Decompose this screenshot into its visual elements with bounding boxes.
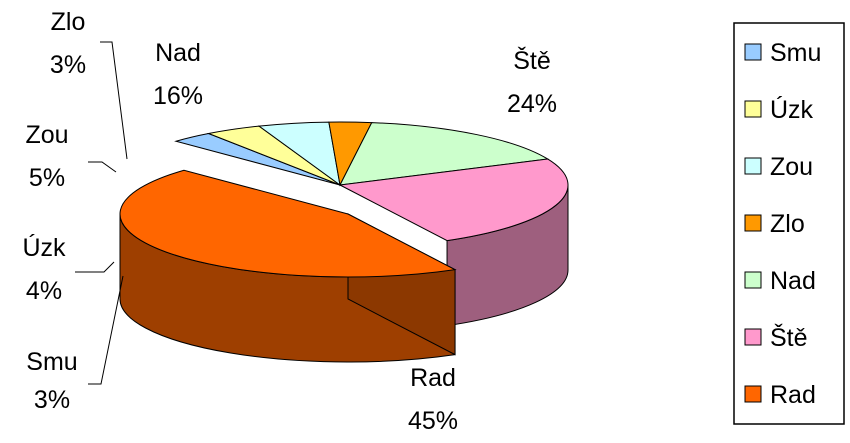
data-label-rad-name: Rad	[410, 364, 456, 392]
leader-úzk	[75, 261, 115, 273]
data-label-úzk-name: Úzk	[22, 233, 66, 262]
legend-label-ště: Ště	[770, 323, 808, 352]
data-label-nad-name: Nad	[155, 39, 201, 67]
leader-zou	[88, 161, 117, 173]
legend-swatch-zou	[744, 157, 762, 175]
slice-ště	[338, 158, 569, 242]
data-labels: Smu 3% Úzk 4% Zou 5% Zlo 3% Nad 16% Ště 24% Rad 45%	[22, 8, 557, 435]
legend-label-zlo: Zlo	[770, 210, 805, 238]
legend-swatch-zlo	[744, 214, 762, 232]
legend-swatch-nad	[744, 271, 762, 289]
slice-nad	[339, 122, 550, 186]
legend-swatch-smu	[744, 43, 762, 61]
data-label-rad-value: 45%	[408, 407, 458, 435]
data-label-zlo-value: 3%	[50, 51, 86, 79]
data-label-úzk-value: 4%	[26, 277, 62, 305]
legend-label-úzk: Úzk	[770, 95, 814, 124]
data-label-smu-name: Smu	[26, 348, 77, 376]
legend-label-smu: Smu	[770, 39, 821, 67]
data-label-zou-value: 5%	[29, 164, 65, 192]
legend-label-zou: Zou	[770, 153, 813, 181]
data-label-ště-value: 24%	[507, 90, 557, 118]
legend: Smu Úzk Zou Zlo Nad Ště Rad	[733, 22, 845, 425]
data-label-smu-value: 3%	[34, 386, 70, 414]
pie-walls	[119, 184, 569, 363]
data-label-zlo-name: Zlo	[51, 8, 86, 36]
pie-tops	[119, 121, 569, 278]
legend-label-nad: Nad	[770, 267, 816, 295]
legend-label-rad: Rad	[770, 381, 816, 409]
slice-rad	[119, 169, 457, 278]
legend-swatch-ště	[744, 328, 762, 346]
leader-lines	[75, 41, 128, 385]
legend-swatch-úzk	[744, 100, 762, 118]
leader-smu	[88, 275, 124, 385]
data-label-zou-name: Zou	[25, 121, 68, 149]
data-label-ště-name: Ště	[513, 46, 551, 75]
legend-swatch-rad	[744, 385, 762, 403]
leader-zlo	[100, 41, 128, 160]
data-label-nad-value: 16%	[153, 82, 203, 110]
